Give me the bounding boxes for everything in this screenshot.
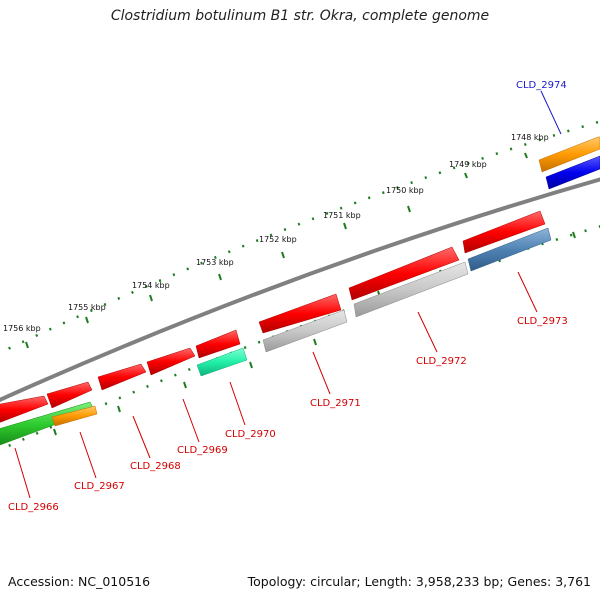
tick-label: 1750 kbp bbox=[386, 186, 424, 195]
leader-line-2971 bbox=[312, 351, 331, 395]
gene-arrow-gray-2971[interactable] bbox=[262, 309, 348, 353]
gene-label-2968[interactable]: CLD_2968 bbox=[130, 461, 181, 472]
tick-label: 1752 kbp bbox=[259, 235, 297, 244]
leader-line-2968 bbox=[132, 415, 151, 459]
gene-arrow-steel-2973[interactable] bbox=[467, 227, 552, 272]
gene-arrow-gray-2972[interactable] bbox=[353, 261, 469, 318]
tick-mark bbox=[343, 222, 347, 230]
tick-label: 1749 kbp bbox=[449, 160, 487, 169]
tick-mark bbox=[313, 338, 317, 346]
gene-label-2973[interactable]: CLD_2973 bbox=[517, 316, 568, 327]
leader-line-2972 bbox=[417, 311, 438, 353]
gene-arrow-2972[interactable] bbox=[348, 246, 460, 301]
gene-label-2969[interactable]: CLD_2969 bbox=[177, 445, 228, 456]
tick-label: 1756 kbp bbox=[3, 324, 41, 333]
inner-strand-features bbox=[0, 227, 552, 446]
topology-text: Topology: circular; Length: 3,958,233 bp… bbox=[247, 574, 591, 589]
tick-mark bbox=[149, 294, 153, 302]
tick-mark bbox=[249, 361, 253, 369]
tick-mark bbox=[218, 273, 222, 281]
leader-line-2974 bbox=[540, 90, 562, 135]
leader-line-2970 bbox=[229, 381, 246, 426]
tick-label: 1755 kbp bbox=[68, 303, 106, 312]
gene-label-2972[interactable]: CLD_2972 bbox=[416, 356, 467, 367]
gene-arrow-2971[interactable] bbox=[258, 293, 342, 334]
outer-strand-features bbox=[0, 210, 546, 423]
leader-line-2969 bbox=[182, 398, 200, 443]
tick-mark bbox=[281, 251, 285, 259]
gene-arrow-2968[interactable] bbox=[97, 363, 147, 391]
tick-label: 1753 kbp bbox=[196, 258, 234, 267]
leader-line-2967 bbox=[79, 431, 97, 479]
gene-arrow-orange[interactable] bbox=[51, 405, 98, 427]
tick-mark bbox=[524, 152, 528, 159]
gene-arrow-orange-2974[interactable] bbox=[538, 136, 600, 173]
gene-arrow-2966[interactable] bbox=[0, 395, 49, 423]
leader-line-2966 bbox=[14, 447, 31, 499]
accession-text: Accession: NC_010516 bbox=[8, 574, 151, 589]
leader-line-2973 bbox=[517, 271, 538, 313]
gene-arrow-2974[interactable] bbox=[545, 155, 600, 190]
tick-mark bbox=[85, 316, 89, 324]
tick-mark bbox=[407, 205, 411, 213]
tick-label: 1751 kbp bbox=[323, 211, 361, 220]
tick-label: 1748 kbp bbox=[511, 133, 549, 142]
tick-mark bbox=[183, 381, 187, 389]
tick-mark bbox=[53, 428, 57, 436]
genome-backbone bbox=[0, 177, 600, 402]
map-title: Clostridium botulinum B1 str. Okra, comp… bbox=[110, 8, 490, 24]
gene-arrow-2970[interactable] bbox=[195, 329, 241, 359]
tick-mark bbox=[464, 172, 468, 179]
tick-mark bbox=[572, 231, 576, 239]
gene-label-2966[interactable]: CLD_2966 bbox=[8, 502, 59, 513]
tick-mark bbox=[117, 405, 121, 413]
gene-arrow-2973[interactable] bbox=[462, 210, 546, 254]
gene-arrow-2967[interactable] bbox=[46, 381, 93, 409]
gene-arrow-cyan[interactable] bbox=[196, 347, 248, 377]
tick-mark bbox=[25, 341, 29, 349]
gene-arrow-2969[interactable] bbox=[146, 347, 196, 376]
gene-label-2974[interactable]: CLD_2974 bbox=[516, 80, 567, 91]
outer-major-ticks bbox=[25, 152, 528, 349]
gene-label-2970[interactable]: CLD_2970 bbox=[225, 429, 276, 440]
gene-label-2967[interactable]: CLD_2967 bbox=[74, 481, 125, 492]
tick-label: 1754 kbp bbox=[132, 281, 170, 290]
gene-label-2971[interactable]: CLD_2971 bbox=[310, 398, 361, 409]
